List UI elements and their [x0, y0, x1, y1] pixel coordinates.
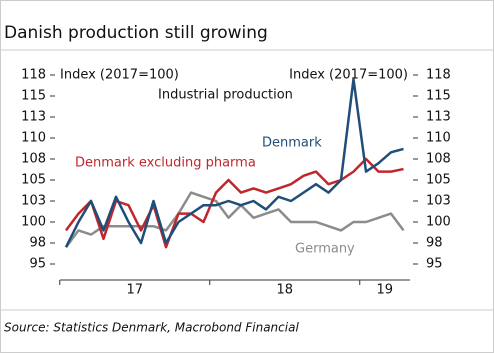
y-tick-label: 103: [21, 194, 46, 209]
legend-label: Denmark excluding pharma: [75, 156, 256, 171]
line: [64, 157, 404, 249]
y-tick-label: 105: [21, 173, 46, 188]
y-tick-label: 108: [21, 152, 46, 167]
y2-tick-label: 98: [426, 236, 443, 251]
chart-title: Danish production still growing: [4, 23, 268, 43]
x-tick-label: 19: [376, 283, 393, 298]
y-tick-label: 115: [21, 89, 46, 104]
y2-tick-label: 110: [426, 131, 451, 146]
y-axis-label: Index (2017=100): [60, 68, 179, 83]
subtitle: Industrial production: [158, 88, 293, 103]
y2-tick-label: 113: [426, 110, 451, 125]
y2-tick-label: 108: [426, 152, 451, 167]
y2-tick-label: 118: [426, 68, 451, 83]
y2-tick-label: 100: [426, 215, 451, 230]
y-tick-label: 98: [29, 236, 46, 251]
x-tick-label: 18: [276, 283, 293, 298]
y-tick-label: 113: [21, 110, 46, 125]
legend-label: Germany: [295, 242, 355, 257]
y2-axis-label: Index (2017=100): [289, 68, 408, 83]
y2-tick-label: 103: [426, 194, 451, 209]
y-tick-label: 110: [21, 131, 46, 146]
y-tick-label: 100: [21, 215, 46, 230]
y-tick-label: 95: [29, 257, 46, 272]
source: Source: Statistics Denmark, Macrobond Fi…: [4, 321, 299, 335]
y-tick-label: 118: [21, 68, 46, 83]
y2-tick-label: 95: [426, 257, 443, 272]
line: [64, 191, 405, 248]
y2-tick-label: 115: [426, 89, 451, 104]
line: [64, 77, 404, 248]
y2-tick-label: 105: [426, 173, 451, 188]
x-tick-label: 17: [126, 283, 143, 298]
legend-label: Denmark: [262, 136, 322, 151]
